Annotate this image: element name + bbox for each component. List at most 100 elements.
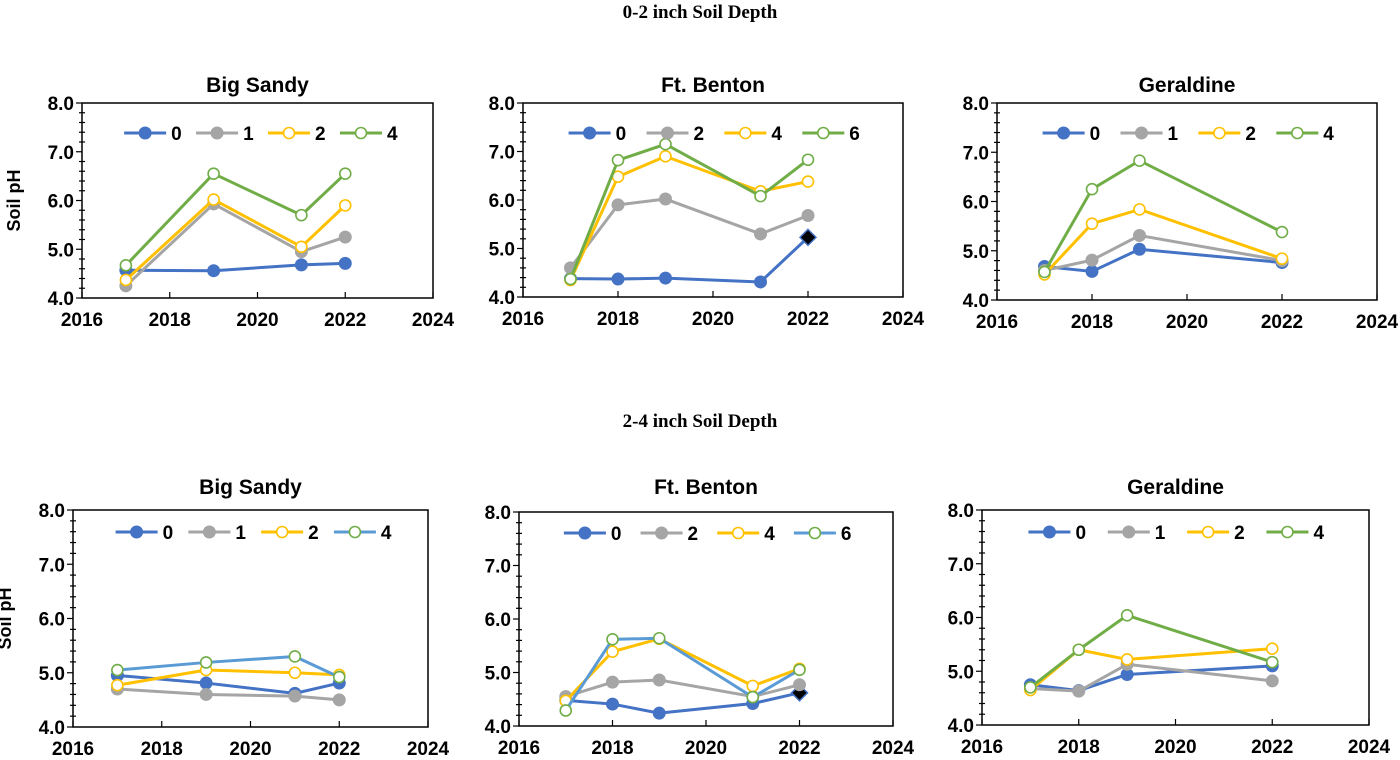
plot-area bbox=[981, 509, 1370, 726]
data-point bbox=[801, 209, 815, 223]
data-point bbox=[338, 230, 352, 244]
data-point bbox=[659, 192, 672, 206]
series-line bbox=[124, 172, 347, 267]
data-point bbox=[338, 256, 352, 270]
data-point bbox=[199, 676, 213, 690]
legend-item-2: 2 bbox=[268, 124, 326, 145]
chart-3: Big Sandy 4.0 5.0 6.0 7.0 8.0 2016 2018 2020 2022… bbox=[0, 476, 450, 760]
series-line bbox=[117, 673, 340, 695]
x-tick-label: 2020 bbox=[229, 739, 271, 760]
series-6 bbox=[559, 631, 806, 717]
data-point bbox=[661, 126, 674, 140]
data-point bbox=[1085, 182, 1099, 196]
series-line bbox=[1030, 662, 1273, 693]
data-point bbox=[559, 704, 573, 717]
legend-item-1: 1 bbox=[196, 124, 254, 145]
data-point bbox=[338, 199, 352, 212]
data-point bbox=[746, 690, 760, 704]
legend-label: 0 bbox=[163, 523, 174, 544]
series-0 bbox=[564, 228, 818, 289]
data-point bbox=[746, 679, 760, 693]
legend-label: 0 bbox=[1075, 523, 1086, 544]
data-point bbox=[119, 273, 133, 287]
y-tick-label: 8.0 bbox=[39, 501, 65, 522]
data-point bbox=[1265, 655, 1279, 669]
legend-item-4: 4 bbox=[724, 124, 782, 145]
series-0 bbox=[559, 683, 809, 720]
series-line bbox=[1043, 207, 1283, 276]
data-point bbox=[659, 150, 672, 163]
data-point bbox=[754, 189, 767, 203]
x-tick-label: 2018 bbox=[149, 310, 191, 331]
data-point bbox=[1281, 525, 1294, 539]
x-tick-label: 2020 bbox=[236, 310, 278, 331]
x-tick-label: 2020 bbox=[685, 738, 727, 759]
y-tick-label: 4.0 bbox=[39, 718, 65, 739]
series-4 bbox=[119, 167, 352, 272]
y-tick-label: 7.0 bbox=[489, 143, 515, 164]
y-tick-label: 5.0 bbox=[48, 240, 74, 261]
x-tick-label: 2020 bbox=[1166, 312, 1208, 333]
y-tick-label: 8.0 bbox=[963, 94, 989, 115]
x-tick-label: 2024 bbox=[872, 738, 915, 759]
series-line bbox=[569, 197, 809, 269]
chart-title: Big Sandy bbox=[199, 476, 302, 499]
y-tick-label: 6.0 bbox=[48, 192, 74, 213]
legend-label: 4 bbox=[387, 124, 398, 145]
data-point bbox=[801, 153, 815, 167]
data-point bbox=[739, 126, 752, 140]
legend-label: 2 bbox=[688, 524, 699, 545]
data-point bbox=[1038, 265, 1051, 279]
legend-item-0: 0 bbox=[563, 524, 622, 545]
chart-2: Geraldine 4.0 5.0 6.0 7.0 8.0 2016 2018 2020 2022… bbox=[963, 74, 1399, 333]
data-point bbox=[1265, 674, 1279, 688]
x-tick-label: 2018 bbox=[1071, 312, 1113, 333]
data-point bbox=[754, 275, 767, 289]
data-point bbox=[332, 670, 346, 684]
series-6 bbox=[564, 137, 815, 286]
legend-item-6: 6 bbox=[802, 124, 860, 145]
legend-label: 0 bbox=[611, 524, 622, 545]
legend-item-0: 0 bbox=[568, 124, 626, 145]
y-tick-label: 6.0 bbox=[963, 193, 989, 214]
data-point bbox=[611, 272, 625, 286]
y-tick-label: 6.0 bbox=[489, 191, 515, 212]
data-point bbox=[1275, 252, 1289, 265]
legend-item-4: 4 bbox=[1266, 523, 1324, 544]
data-point bbox=[1085, 217, 1099, 230]
data-point bbox=[348, 525, 362, 539]
y-tick-label: 5.0 bbox=[489, 240, 515, 261]
legend-item-2: 2 bbox=[1198, 124, 1256, 145]
data-point bbox=[1133, 242, 1146, 256]
data-point bbox=[1135, 126, 1148, 140]
legend-item-2: 2 bbox=[1187, 523, 1245, 544]
y-tick-label: 7.0 bbox=[948, 555, 974, 576]
data-point bbox=[1057, 126, 1071, 140]
data-point bbox=[1275, 225, 1289, 239]
data-point bbox=[295, 208, 308, 222]
data-point bbox=[659, 271, 672, 285]
legend-item-2: 2 bbox=[640, 524, 699, 545]
x-tick-label: 2016 bbox=[498, 738, 540, 759]
data-point bbox=[119, 259, 133, 272]
legend-label: 4 bbox=[1313, 523, 1324, 544]
x-tick-label: 2016 bbox=[502, 309, 544, 330]
y-tick-label: 5.0 bbox=[39, 664, 65, 685]
data-point bbox=[332, 693, 346, 707]
data-point bbox=[754, 227, 767, 241]
data-point bbox=[1120, 653, 1134, 666]
data-point bbox=[199, 687, 213, 701]
data-point bbox=[275, 525, 289, 539]
chart-title: Geraldine bbox=[1139, 74, 1236, 97]
series-line bbox=[1029, 613, 1273, 689]
data-point bbox=[354, 126, 368, 140]
y-tick-label: 4.0 bbox=[489, 288, 515, 309]
data-point bbox=[611, 153, 625, 167]
x-tick-label: 2016 bbox=[61, 310, 103, 331]
y-tick-label: 4.0 bbox=[485, 717, 511, 738]
data-point bbox=[1201, 525, 1215, 539]
x-tick-label: 2024 bbox=[407, 739, 450, 760]
legend-item-4: 4 bbox=[1276, 124, 1334, 145]
y-tick-label: 6.0 bbox=[485, 610, 511, 631]
